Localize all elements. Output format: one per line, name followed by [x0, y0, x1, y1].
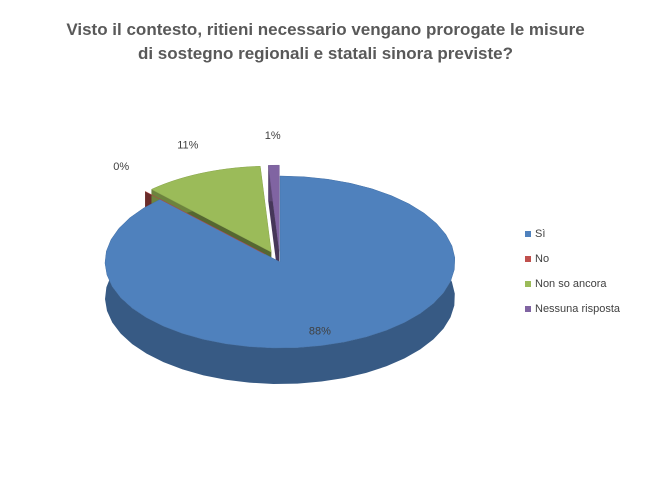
data-label: 11%	[177, 139, 198, 151]
pie-slice	[268, 164, 280, 252]
legend-swatch	[525, 306, 531, 312]
data-label: 1%	[265, 130, 281, 142]
data-label: 88%	[309, 325, 331, 337]
legend-swatch	[525, 256, 531, 262]
data-label: 0%	[113, 161, 129, 173]
legend-label: No	[535, 253, 549, 265]
legend-label: Nessuna risposta	[535, 303, 621, 315]
legend-label: Sì	[535, 228, 545, 240]
legend-label: Non so ancora	[535, 278, 607, 290]
legend-swatch	[525, 281, 531, 287]
legend-swatch	[525, 231, 531, 237]
chart-title: Visto il contesto, ritieni necessario ve…	[66, 20, 585, 63]
pie-slice	[150, 165, 272, 253]
pie-slice	[145, 191, 266, 255]
pie-slice	[104, 175, 456, 349]
